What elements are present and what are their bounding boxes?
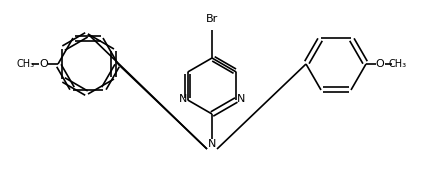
Text: O: O xyxy=(39,59,48,69)
Text: O: O xyxy=(376,59,385,69)
Text: CH₃: CH₃ xyxy=(389,59,407,69)
Text: N: N xyxy=(179,94,187,104)
Text: Br: Br xyxy=(206,14,218,24)
Text: N: N xyxy=(237,94,245,104)
Text: CH₃: CH₃ xyxy=(17,59,35,69)
Text: N: N xyxy=(208,139,216,149)
